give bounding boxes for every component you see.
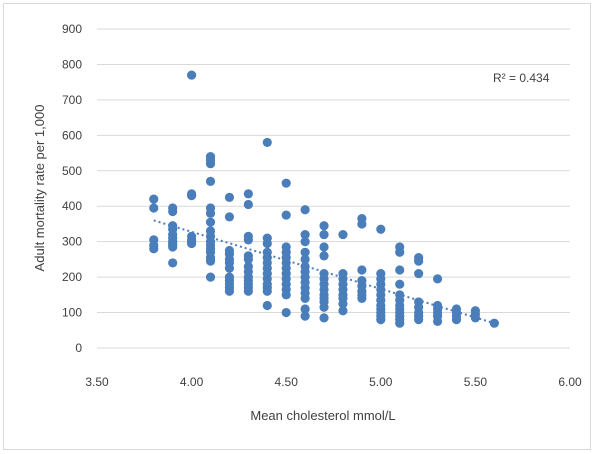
data-point <box>187 190 197 201</box>
data-point <box>281 290 291 300</box>
data-point <box>338 229 348 240</box>
y-tick-label: 100 <box>62 306 82 320</box>
x-tick-label: 4.00 <box>180 375 204 389</box>
data-point <box>187 238 197 249</box>
data-point <box>319 251 329 261</box>
data-point <box>489 318 499 328</box>
data-point <box>357 265 367 275</box>
y-tick-label: 800 <box>62 57 82 71</box>
data-point <box>281 210 291 220</box>
data-point <box>300 254 310 264</box>
data-point <box>205 217 216 227</box>
y-axis-tick-labels: 0 100 200 300 400 500 600 700 800 900 <box>62 22 82 355</box>
data-point <box>319 229 329 240</box>
data-point <box>149 203 159 213</box>
data-point <box>262 238 272 249</box>
data-point <box>205 159 216 169</box>
chart-frame <box>3 3 591 450</box>
data-point <box>300 293 310 303</box>
y-tick-label: 300 <box>62 235 82 249</box>
data-point <box>376 224 386 234</box>
x-tick-label: 3.50 <box>85 375 109 389</box>
data-point <box>414 315 424 325</box>
data-point <box>205 176 216 187</box>
data-point <box>149 194 159 204</box>
data-point <box>187 70 197 80</box>
data-point <box>262 137 272 148</box>
r-squared-annotation: R² = 0.434 <box>493 71 550 85</box>
data-point <box>281 178 291 188</box>
data-point <box>414 256 424 266</box>
data-point <box>357 293 367 303</box>
data-point <box>224 212 235 222</box>
data-point <box>168 258 178 268</box>
data-point <box>319 221 329 231</box>
data-point <box>224 192 235 202</box>
data-point <box>319 242 329 252</box>
y-tick-label: 200 <box>62 270 82 284</box>
data-point <box>319 313 329 323</box>
y-tick-label: 600 <box>62 128 82 142</box>
data-point <box>224 263 235 273</box>
data-points <box>149 70 499 328</box>
data-point <box>300 229 310 240</box>
data-point <box>319 302 329 312</box>
data-point <box>168 242 178 252</box>
y-tick-label: 0 <box>75 341 82 355</box>
data-point <box>414 268 424 279</box>
data-point <box>243 286 253 296</box>
x-axis-tick-labels: 3.50 4.00 4.50 5.00 5.50 6.00 <box>85 375 582 389</box>
data-point <box>243 199 253 210</box>
data-point <box>300 247 310 257</box>
data-point <box>300 304 310 314</box>
gridlines <box>97 28 570 349</box>
x-tick-label: 5.00 <box>369 375 393 389</box>
data-point <box>432 274 443 284</box>
data-point <box>300 205 310 215</box>
data-point <box>395 279 405 289</box>
data-point <box>224 286 235 296</box>
y-tick-label: 500 <box>62 164 82 178</box>
y-tick-label: 900 <box>62 22 82 36</box>
y-tick-label: 400 <box>62 199 82 213</box>
y-axis-title: Adult mortality rate per 1,000 <box>32 105 47 272</box>
x-tick-label: 4.50 <box>275 375 299 389</box>
data-point <box>205 256 216 266</box>
x-tick-label: 5.50 <box>464 375 488 389</box>
data-point <box>376 315 386 325</box>
data-point <box>262 300 272 311</box>
data-point <box>168 206 178 217</box>
data-point <box>395 265 405 275</box>
x-axis-title: Mean cholesterol mmol/L <box>250 408 395 423</box>
data-point <box>243 254 253 264</box>
data-point <box>205 208 216 218</box>
data-point <box>395 318 405 328</box>
data-point <box>451 315 462 325</box>
data-point <box>357 219 367 229</box>
data-point <box>338 306 348 316</box>
y-tick-label: 700 <box>62 93 82 107</box>
data-point <box>395 247 405 257</box>
data-point <box>262 286 272 296</box>
data-point <box>338 299 348 309</box>
data-point <box>432 316 443 327</box>
data-point <box>281 307 291 318</box>
data-point <box>243 235 253 245</box>
data-point <box>300 311 310 321</box>
data-point <box>205 272 216 282</box>
data-point <box>300 237 310 247</box>
x-tick-label: 6.00 <box>558 375 582 389</box>
data-point <box>149 244 159 254</box>
data-point <box>243 189 253 199</box>
data-point <box>470 313 480 323</box>
